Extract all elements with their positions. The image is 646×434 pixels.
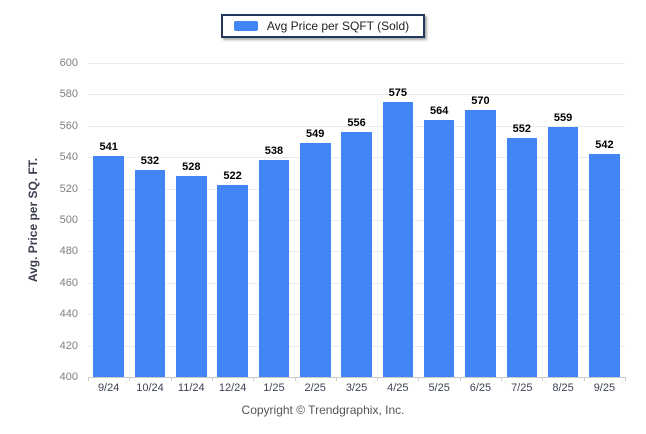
y-tick-label-420: 420 [59, 339, 78, 352]
bar-5/25[interactable] [423, 119, 455, 377]
x-tick-label-11/24: 11/24 [177, 382, 205, 394]
x-tick-label-6/25: 6/25 [469, 382, 492, 394]
y-tick-label-440: 440 [59, 308, 78, 321]
bar-slot-3/25: 556 [336, 63, 377, 377]
bar-12/24[interactable] [217, 185, 248, 377]
bar-slot-4/25: 575 [377, 63, 418, 377]
y-tick-label-520: 520 [59, 182, 78, 195]
bar-slot-10/24: 532 [129, 63, 170, 377]
x-boundary-tick [501, 377, 503, 381]
bar-1/25[interactable] [258, 160, 290, 377]
copyright-text: Copyright © Trendgraphix, Inc. [241, 403, 405, 417]
legend-swatch-icon [233, 21, 258, 31]
bar-value-label: 522 [223, 170, 242, 183]
y-tick-label-480: 480 [59, 245, 78, 258]
x-boundary-tick [129, 377, 131, 381]
bar-9/24[interactable] [93, 155, 124, 377]
x-boundary-tick [459, 377, 461, 381]
y-tick-label-560: 560 [59, 119, 78, 132]
y-axis-title: Avg. Price per SQ. FT. [26, 157, 41, 283]
bar-slot-5/25: 564 [419, 63, 460, 377]
bar-slot-9/24: 541 [88, 63, 129, 377]
bar-6/25[interactable] [465, 110, 496, 377]
gridline-600 [88, 63, 625, 64]
bar-value-label: 538 [264, 145, 284, 158]
x-tick-label-4/25: 4/25 [387, 382, 409, 394]
bar-value-label: 542 [595, 139, 614, 152]
x-boundary-tick [211, 377, 213, 381]
bar-value-label: 556 [347, 117, 366, 130]
bar-value-label: 570 [471, 95, 490, 108]
y-tick-label-540: 540 [59, 151, 78, 164]
gridline-400 [88, 377, 625, 378]
gridline-580 [88, 94, 625, 96]
x-axis-labels: 9/24 10/24 11/24 12/24 1/25 2/25 3/25 4/25 5/25 6… [88, 382, 625, 394]
x-boundary-tick [583, 377, 585, 381]
bar-value-label: 564 [429, 104, 449, 117]
y-tick-label-580: 580 [59, 88, 78, 101]
bar-slot-8/25: 559 [542, 63, 583, 377]
bar-series: 541 532 528 522 538 549 556 575 564 570 552 559 542 [88, 63, 625, 377]
bar-value-label: 541 [99, 140, 118, 153]
y-tick-label-500: 500 [59, 214, 78, 226]
bar-7/25[interactable] [506, 138, 538, 377]
bar-value-label: 552 [512, 123, 531, 136]
y-tick-label-400: 400 [59, 371, 78, 383]
x-tick-label-7/25: 7/25 [511, 382, 533, 394]
bar-value-label: 549 [306, 128, 325, 141]
x-boundary-tick [253, 377, 255, 381]
bar-value-label: 532 [140, 154, 160, 167]
legend-row: Avg Price per SQFT (Sold) [0, 14, 646, 38]
bar-slot-6/25: 570 [460, 63, 501, 377]
x-boundary-tick [170, 377, 172, 381]
bar-slot-2/25: 549 [295, 63, 336, 377]
bar-4/25[interactable] [382, 102, 414, 377]
bar-value-label: 559 [553, 112, 573, 125]
x-tick-label-1/25: 1/25 [263, 382, 285, 394]
x-boundary-tick [418, 377, 420, 381]
y-tick-label-460: 460 [59, 276, 78, 289]
gridline-560 [88, 125, 625, 127]
plot-area: 400 420 440 460 480 500 520 540 560 580 600 541 532… [60, 57, 626, 383]
x-tick-label-9/24: 9/24 [97, 382, 120, 394]
bar-slot-11/24: 528 [171, 63, 212, 377]
bar-11/24[interactable] [176, 176, 207, 377]
x-tick-label-3/25: 3/25 [345, 382, 368, 394]
bar-slot-12/24: 522 [212, 63, 253, 377]
x-boundary-tick [542, 377, 544, 381]
bar-10/24[interactable] [134, 169, 166, 377]
y-tick-label-600: 600 [59, 57, 78, 69]
x-tick-label-2/25: 2/25 [304, 382, 326, 394]
x-boundary-tick [377, 377, 379, 381]
x-tick-label-5/25: 5/25 [428, 382, 450, 394]
bar-slot-7/25: 552 [501, 63, 542, 377]
bar-2/25[interactable] [299, 143, 331, 377]
x-tick-label-9/25: 9/25 [593, 382, 616, 394]
legend[interactable]: Avg Price per SQFT (Sold) [220, 14, 426, 38]
bar-slot-9/25: 542 [584, 63, 625, 377]
legend-label: Avg Price per SQFT (Sold) [266, 19, 410, 33]
x-tick-label-8/25: 8/25 [552, 382, 574, 394]
x-boundary-tick [625, 377, 626, 381]
x-boundary-tick [88, 377, 89, 381]
x-boundary-tick [335, 377, 337, 381]
x-tick-label-12/24: 12/24 [218, 382, 247, 394]
bar-value-label: 575 [388, 87, 408, 100]
bar-value-label: 528 [182, 161, 201, 174]
bar-8/25[interactable] [547, 127, 579, 377]
x-tick-label-10/24: 10/24 [136, 382, 164, 394]
bar-9/25[interactable] [589, 154, 620, 377]
x-boundary-tick [294, 377, 296, 381]
bar-3/25[interactable] [341, 132, 372, 377]
bar-slot-1/25: 538 [253, 63, 294, 377]
